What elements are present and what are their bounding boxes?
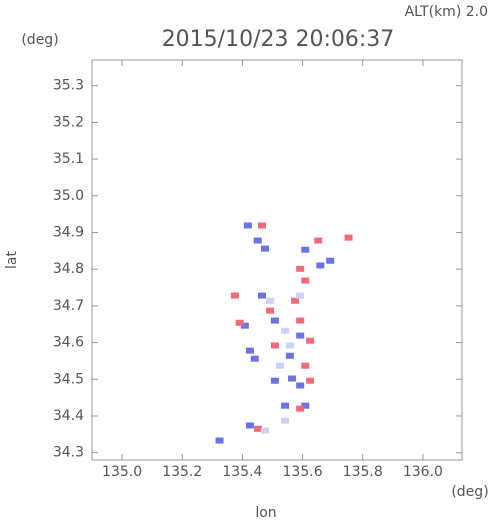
echo-cell [257, 222, 266, 229]
echo-cell [245, 347, 254, 354]
echo-cell [230, 292, 239, 299]
echo-cell [245, 422, 254, 429]
echo-cell [257, 292, 266, 299]
echo-cell [344, 234, 353, 241]
y-axis-label: lat [4, 251, 20, 269]
echo-cell [270, 342, 279, 349]
y-tick-label: 34.5 [53, 371, 84, 387]
echo-cell [301, 246, 310, 253]
echo-cell [326, 257, 335, 264]
echo-cell [250, 355, 259, 362]
echo-cell [296, 382, 305, 389]
echo-cell [235, 319, 244, 326]
x-unit: (deg) [451, 484, 488, 500]
echo-cell [301, 277, 310, 284]
echo-cell [266, 297, 275, 304]
echo-cell [285, 352, 294, 359]
x-axis-label: lon [255, 505, 276, 521]
echo-cell [243, 222, 252, 229]
echo-cell [291, 297, 300, 304]
echo-cell [270, 317, 279, 324]
x-tick-label: 135.0 [102, 464, 142, 480]
y-tick-label: 34.4 [53, 408, 84, 424]
echo-cell [260, 427, 269, 434]
echo-cell [266, 307, 275, 314]
plot-frame [91, 59, 463, 461]
echo-cell [288, 375, 297, 382]
echo-cell [314, 237, 323, 244]
y-tick-label: 35.3 [53, 78, 84, 94]
echo-cell [296, 265, 305, 272]
x-tick-label: 135.2 [162, 464, 202, 480]
echo-cell [260, 245, 269, 252]
y-tick-label: 34.8 [53, 261, 84, 277]
x-tick-label: 135.6 [283, 464, 323, 480]
echo-cell [301, 402, 310, 409]
echo-cell [254, 425, 263, 432]
echo-cell [215, 437, 224, 444]
y-tick-label: 34.3 [53, 445, 84, 461]
altitude-label: ALT(km) 2.0 [405, 4, 488, 20]
echo-cell [253, 237, 262, 244]
echo-cell [296, 332, 305, 339]
y-tick-label: 35.0 [53, 188, 84, 204]
echo-cell [296, 317, 305, 324]
y-tick-label: 34.6 [53, 335, 84, 351]
y-tick-label: 35.1 [53, 151, 84, 167]
echo-cell [281, 327, 290, 334]
x-tick-label: 136.0 [403, 464, 443, 480]
echo-cell [306, 377, 315, 384]
echo-cell [316, 262, 325, 269]
y-tick-label: 34.7 [53, 298, 84, 314]
echo-cell [301, 362, 310, 369]
echo-cell [270, 377, 279, 384]
echo-cell [276, 362, 285, 369]
echo-cell [240, 322, 249, 329]
echo-cell [296, 405, 305, 412]
y-tick-label: 35.2 [53, 114, 84, 130]
x-tick-label: 135.4 [222, 464, 262, 480]
x-tick-label: 135.8 [343, 464, 383, 480]
y-tick-label: 34.9 [53, 224, 84, 240]
echo-cell [281, 417, 290, 424]
echo-cell [281, 402, 290, 409]
echo-cell [296, 292, 305, 299]
y-unit: (deg) [21, 32, 58, 48]
echo-cell [285, 342, 294, 349]
chart-title: 2015/10/23 20:06:37 [162, 27, 395, 52]
echo-cell [306, 337, 315, 344]
